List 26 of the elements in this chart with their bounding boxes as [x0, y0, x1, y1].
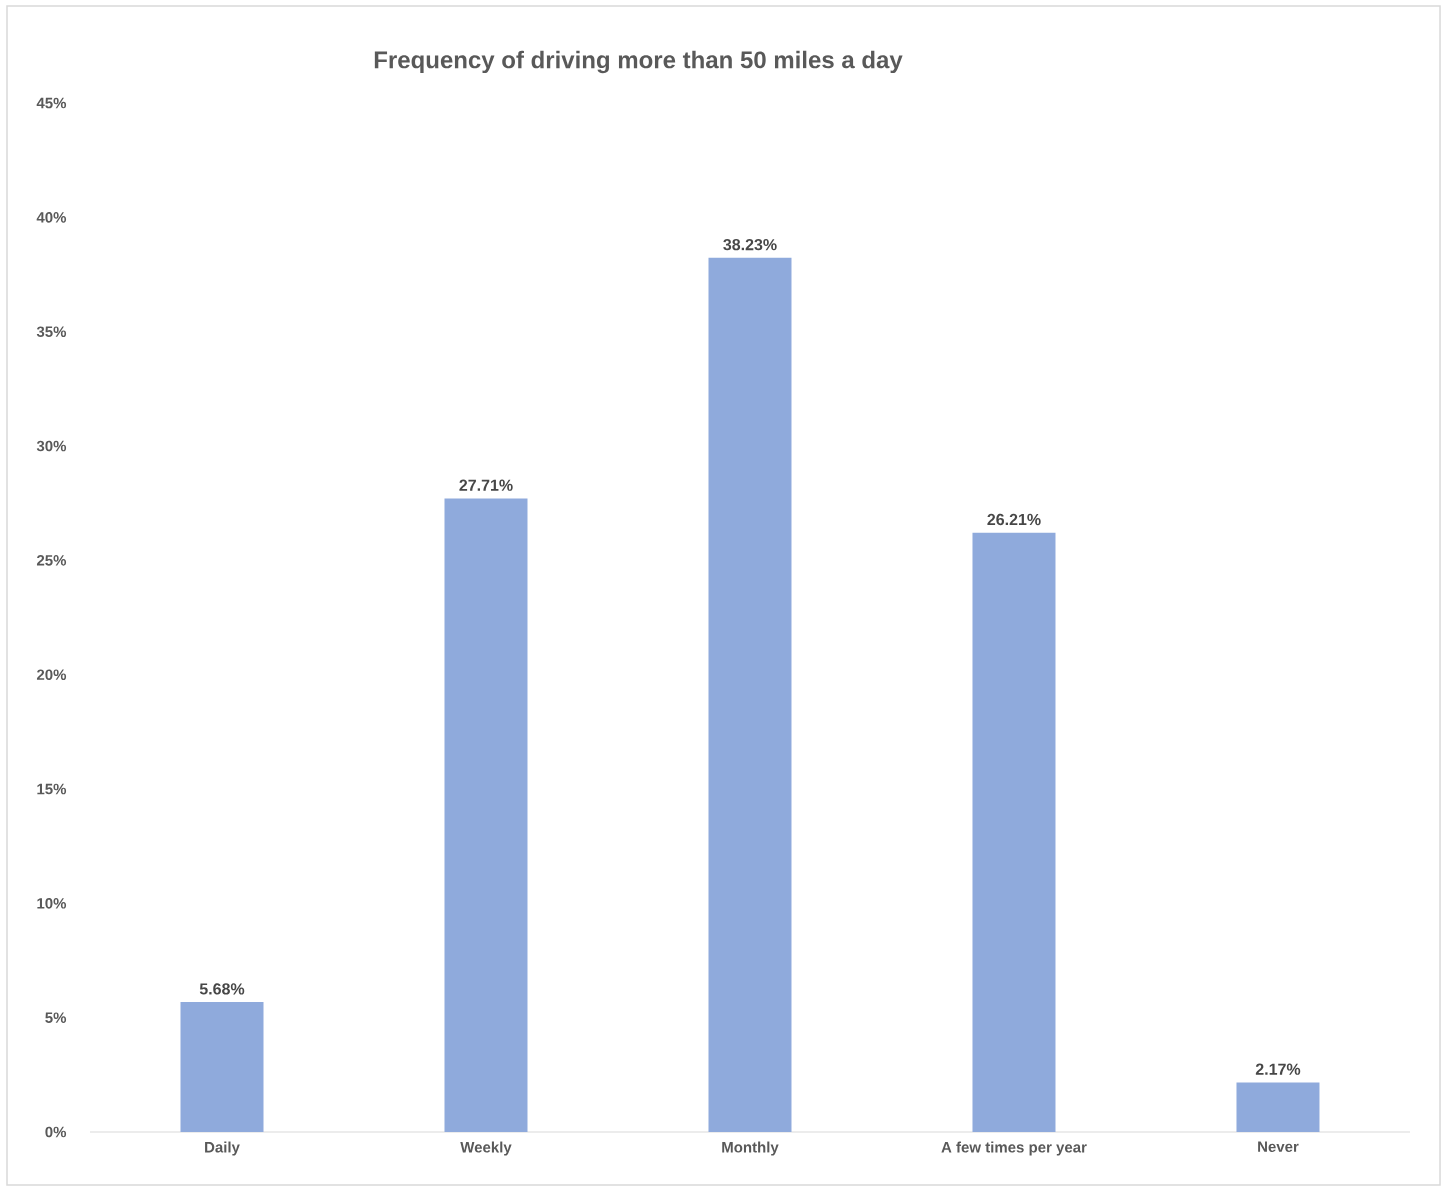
y-tick-label: 10%: [37, 898, 67, 909]
bar: [1236, 1082, 1320, 1132]
y-tick-label: 35%: [36, 326, 67, 338]
x-tick-label: A few times per year: [941, 1141, 1087, 1156]
y-tick-label: 0%: [45, 1126, 67, 1138]
x-tick-label: Weekly: [460, 1141, 512, 1156]
x-tick-label: Never: [1258, 1141, 1299, 1152]
y-tick-label: 45%: [36, 97, 67, 109]
y-tick-label: 15%: [37, 783, 67, 795]
data-label: 26.21%: [987, 513, 1041, 526]
y-tick-label: 30%: [36, 440, 67, 452]
x-tick-label: Daily: [205, 1141, 240, 1156]
y-tick-label: 25%: [36, 555, 67, 566]
bar: [444, 498, 528, 1132]
bar: [708, 257, 792, 1132]
y-tick-label: 40%: [36, 212, 67, 223]
y-tick-label: 5%: [45, 1012, 67, 1023]
data-label: 5.68%: [199, 983, 245, 995]
x-tick-label: Monthly: [722, 1141, 779, 1156]
data-label: 2.17%: [1255, 1063, 1301, 1075]
bar: [180, 1002, 264, 1132]
bar: [972, 532, 1056, 1132]
data-label: 38.23%: [723, 238, 777, 251]
y-tick-label: 20%: [36, 669, 67, 680]
chart-title: Frequency of driving more than 50 miles a day: [374, 50, 903, 74]
data-label: 27.71%: [459, 479, 513, 491]
